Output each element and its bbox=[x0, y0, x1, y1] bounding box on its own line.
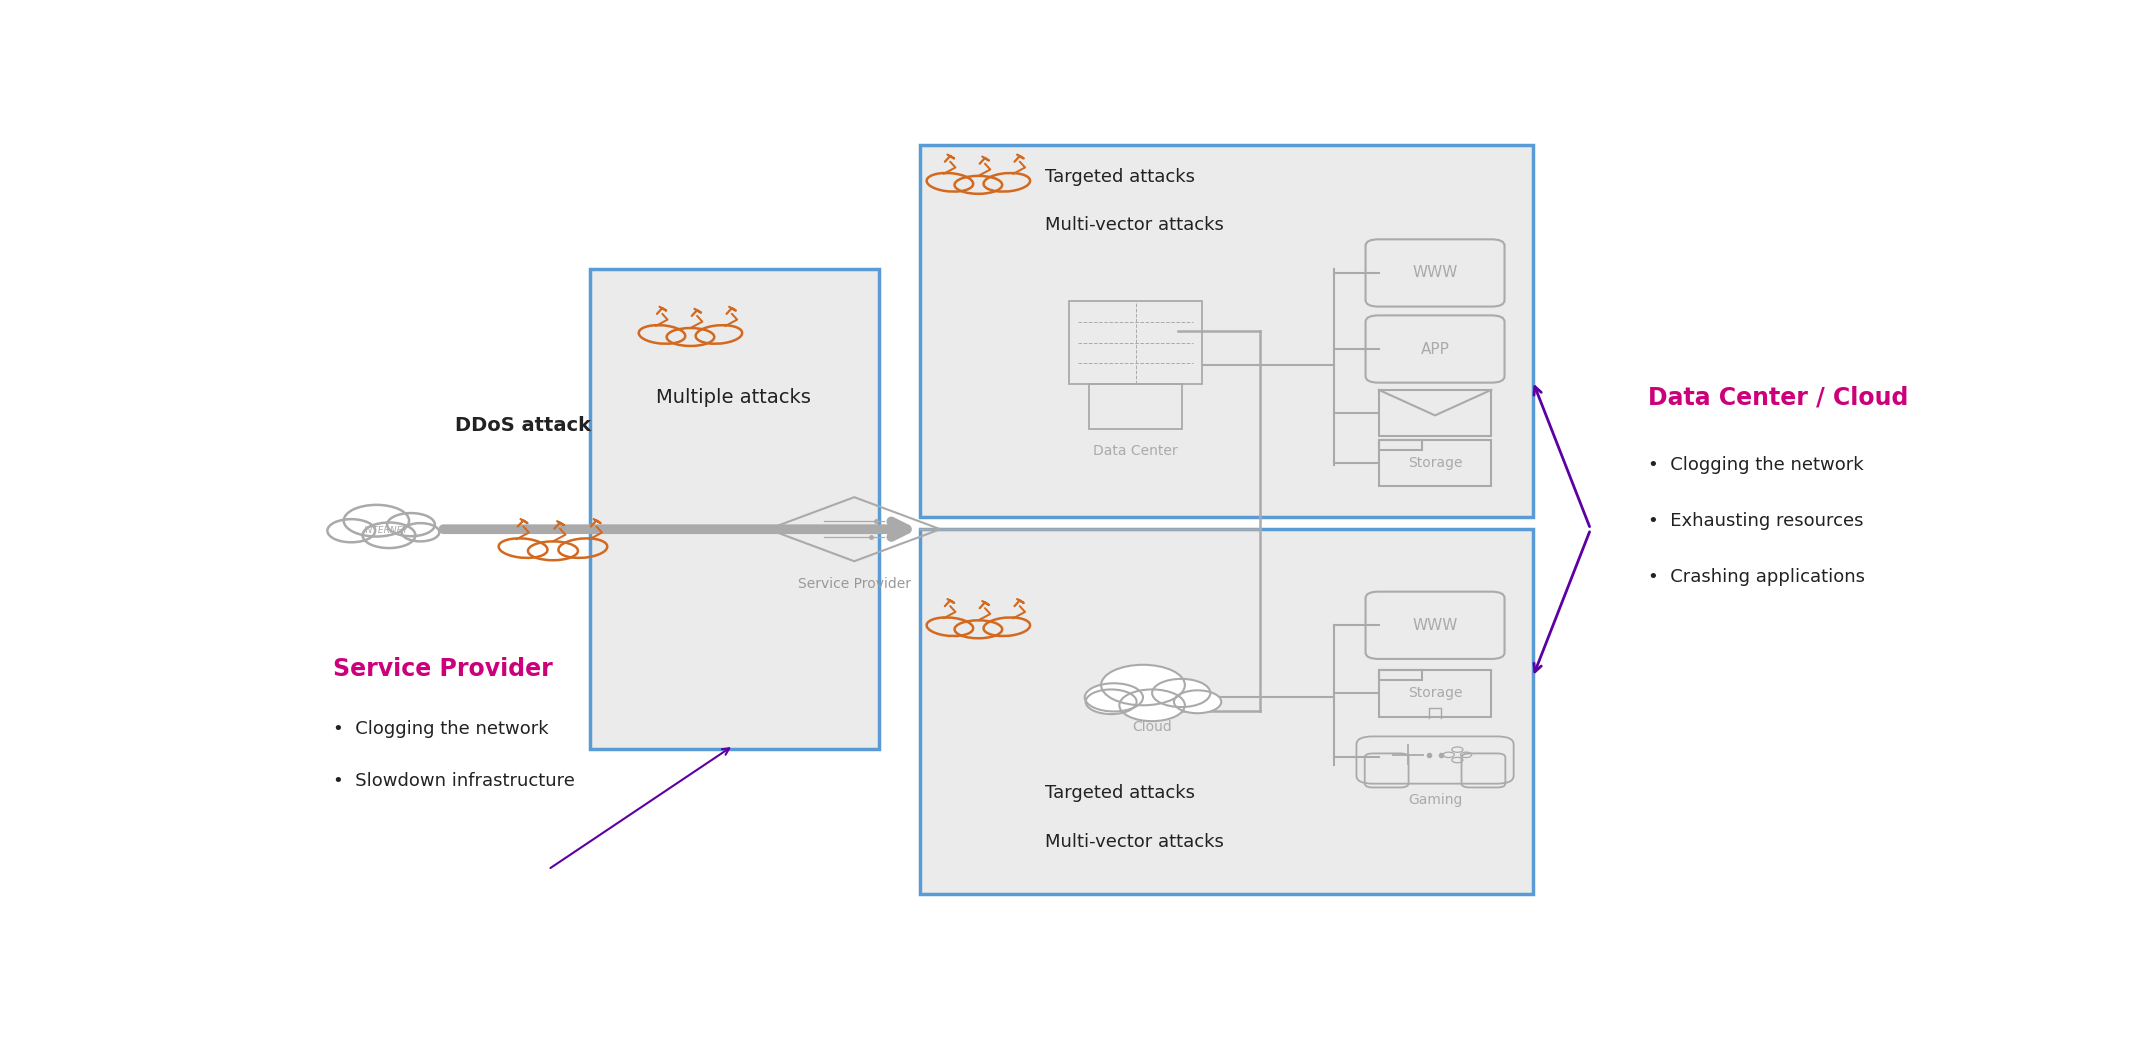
Text: •  Crashing applications: • Crashing applications bbox=[1648, 568, 1866, 587]
Circle shape bbox=[386, 513, 436, 537]
Circle shape bbox=[1153, 679, 1211, 707]
Circle shape bbox=[1087, 690, 1136, 714]
Text: INTERNET: INTERNET bbox=[363, 526, 408, 536]
Circle shape bbox=[1085, 683, 1142, 711]
Bar bbox=[1070, 301, 1202, 384]
FancyBboxPatch shape bbox=[589, 269, 880, 750]
Circle shape bbox=[1174, 691, 1221, 713]
Text: Storage: Storage bbox=[1407, 456, 1462, 470]
Circle shape bbox=[401, 523, 440, 542]
Text: WWW: WWW bbox=[1413, 618, 1458, 632]
Text: Data Center: Data Center bbox=[1093, 443, 1179, 458]
Text: Service Provider: Service Provider bbox=[798, 577, 912, 592]
Text: Multi-vector attacks: Multi-vector attacks bbox=[1044, 832, 1223, 851]
Circle shape bbox=[1119, 690, 1185, 721]
Circle shape bbox=[344, 504, 410, 537]
FancyBboxPatch shape bbox=[920, 529, 1533, 893]
Text: DDoS attack: DDoS attack bbox=[455, 416, 591, 435]
Text: Service Provider: Service Provider bbox=[333, 657, 553, 681]
Text: Targeted attacks: Targeted attacks bbox=[1044, 167, 1196, 186]
Text: Storage: Storage bbox=[1407, 686, 1462, 700]
Text: •  Clogging the network: • Clogging the network bbox=[1648, 457, 1864, 474]
Text: Multi-vector attacks: Multi-vector attacks bbox=[1044, 216, 1223, 234]
Text: •  Slowdown infrastructure: • Slowdown infrastructure bbox=[333, 773, 574, 790]
Circle shape bbox=[327, 519, 376, 542]
Text: Cloud: Cloud bbox=[1132, 721, 1172, 734]
Bar bbox=[1379, 390, 1490, 437]
Text: •  Exhausting resources: • Exhausting resources bbox=[1648, 512, 1864, 530]
FancyBboxPatch shape bbox=[920, 145, 1533, 517]
Circle shape bbox=[363, 522, 416, 548]
Text: APP: APP bbox=[1420, 341, 1450, 357]
Text: Multiple attacks: Multiple attacks bbox=[655, 388, 811, 407]
Bar bbox=[1089, 384, 1183, 430]
Text: WWW: WWW bbox=[1413, 265, 1458, 281]
Circle shape bbox=[1102, 665, 1185, 705]
Text: Gaming: Gaming bbox=[1407, 794, 1462, 807]
Text: Targeted attacks: Targeted attacks bbox=[1044, 784, 1196, 803]
Text: Data Center / Cloud: Data Center / Cloud bbox=[1648, 385, 1909, 409]
Text: •  Clogging the network: • Clogging the network bbox=[333, 721, 549, 738]
